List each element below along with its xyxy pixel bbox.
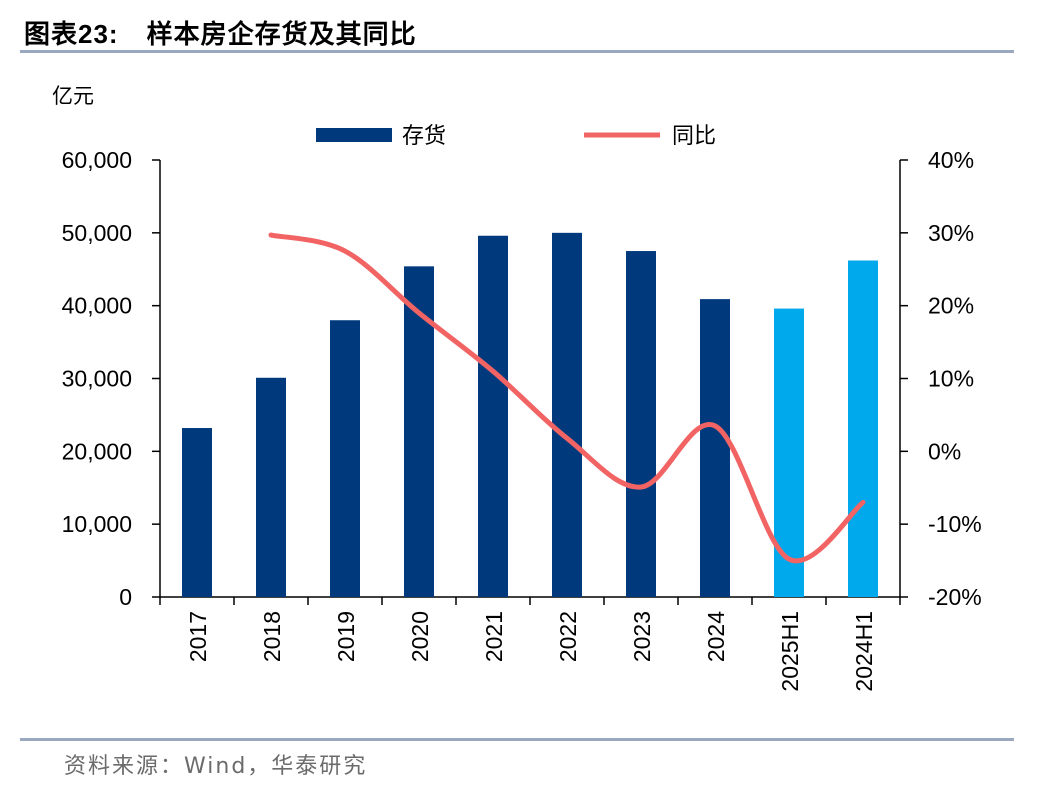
title-prefix: 图表	[24, 20, 79, 50]
left-tick-label: 20,000	[62, 438, 132, 464]
right-tick-label: -20%	[928, 584, 982, 610]
left-axis-unit: 亿元	[52, 84, 94, 108]
x-tick-label: 2025H1	[777, 611, 803, 692]
bar	[700, 299, 730, 597]
bar	[626, 251, 656, 597]
title-text: 样本房企存货及其同比	[146, 20, 417, 50]
x-tick-label: 2023	[629, 611, 655, 662]
title-number: 23:	[78, 19, 119, 49]
right-tick-label: 40%	[928, 147, 974, 173]
x-tick-label: 2019	[333, 611, 359, 662]
left-tick-label: 0	[119, 584, 132, 610]
right-tick-label: 30%	[928, 220, 974, 246]
yoy-line	[268, 232, 866, 564]
bar	[182, 428, 212, 597]
right-tick-label: 0%	[928, 438, 961, 464]
x-tick-label: 2024	[703, 611, 729, 662]
legend-swatch-inventory	[316, 128, 392, 142]
bar	[330, 320, 360, 597]
bar	[478, 235, 508, 597]
x-tick-label: 2022	[555, 611, 581, 662]
bar	[552, 232, 582, 598]
bar-line-chart: 0 10,000 20,000 30,000 40,000 50,000 60,000 -20…	[52, 84, 982, 692]
left-tick-label: 40,000	[62, 293, 132, 319]
bar	[848, 260, 878, 597]
legend-label-inventory: 存货	[402, 124, 446, 149]
chart-title: 图表23: 样本房企存货及其同比	[24, 14, 417, 51]
bar	[256, 377, 286, 597]
bar	[774, 308, 804, 597]
right-tick-label: 20%	[928, 293, 974, 319]
left-tick-label: 60,000	[62, 147, 132, 173]
left-tick-label: 30,000	[62, 366, 132, 392]
title-divider	[20, 50, 1014, 53]
x-tick-label: 2021	[481, 611, 507, 662]
right-tick-label: 10%	[928, 366, 974, 392]
x-tick-label: 2018	[259, 611, 285, 662]
right-tick-label: -10%	[928, 511, 982, 537]
left-tick-label: 50,000	[62, 220, 132, 246]
x-tick-label: 2024H1	[851, 611, 877, 692]
footer-divider	[20, 738, 1014, 741]
left-tick-label: 10,000	[62, 511, 132, 537]
x-tick-label: 2020	[407, 611, 433, 662]
x-tick-label: 2017	[185, 611, 211, 662]
legend-label-yoy: 同比	[672, 124, 716, 149]
source-note: 资料来源：Wind，华泰研究	[64, 754, 368, 779]
